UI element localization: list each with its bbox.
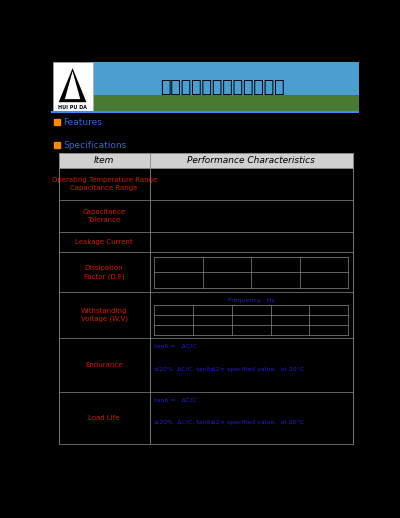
Text: Operating Temperature Range
Capacitance Range: Operating Temperature Range Capacitance … bbox=[52, 177, 157, 191]
Text: Capacitance
Tolerance: Capacitance Tolerance bbox=[82, 209, 126, 223]
Text: Leakage Current: Leakage Current bbox=[75, 239, 133, 245]
Bar bbox=[93, 95, 359, 112]
Text: Endurance: Endurance bbox=[85, 362, 123, 368]
Polygon shape bbox=[65, 71, 80, 99]
Text: Dissipation
Factor (D.F): Dissipation Factor (D.F) bbox=[84, 265, 124, 280]
Text: Withstanding
Voltage (W.V): Withstanding Voltage (W.V) bbox=[81, 308, 128, 323]
Text: Specifications: Specifications bbox=[63, 141, 126, 150]
Text: tanδ =   ΔC/C: tanδ = ΔC/C bbox=[154, 397, 197, 402]
Text: Performance Characteristics: Performance Characteristics bbox=[187, 156, 315, 165]
Text: Features: Features bbox=[63, 118, 102, 127]
Text: Load Life: Load Life bbox=[88, 415, 120, 421]
Text: Item: Item bbox=[94, 156, 114, 165]
Text: ≤20%  ΔC/C, tanδ≤2× specified value,  at 20°C: ≤20% ΔC/C, tanδ≤2× specified value, at 2… bbox=[154, 367, 304, 371]
Polygon shape bbox=[59, 68, 86, 102]
Bar bbox=[93, 62, 359, 112]
Text: HUI PU DA: HUI PU DA bbox=[58, 105, 87, 110]
Text: ≤20%  ΔC/C, tanδ≤2× specified value,  at 20°C: ≤20% ΔC/C, tanδ≤2× specified value, at 2… bbox=[154, 420, 304, 425]
Bar bbox=[59, 153, 353, 168]
Text: 深圳市慧普达实业发展有限: 深圳市慧普达实业发展有限 bbox=[160, 78, 284, 96]
Bar bbox=[52, 62, 93, 112]
Text: tanδ =   ΔC/C: tanδ = ΔC/C bbox=[154, 343, 197, 348]
Text: Frequency   Hz: Frequency Hz bbox=[228, 298, 274, 303]
